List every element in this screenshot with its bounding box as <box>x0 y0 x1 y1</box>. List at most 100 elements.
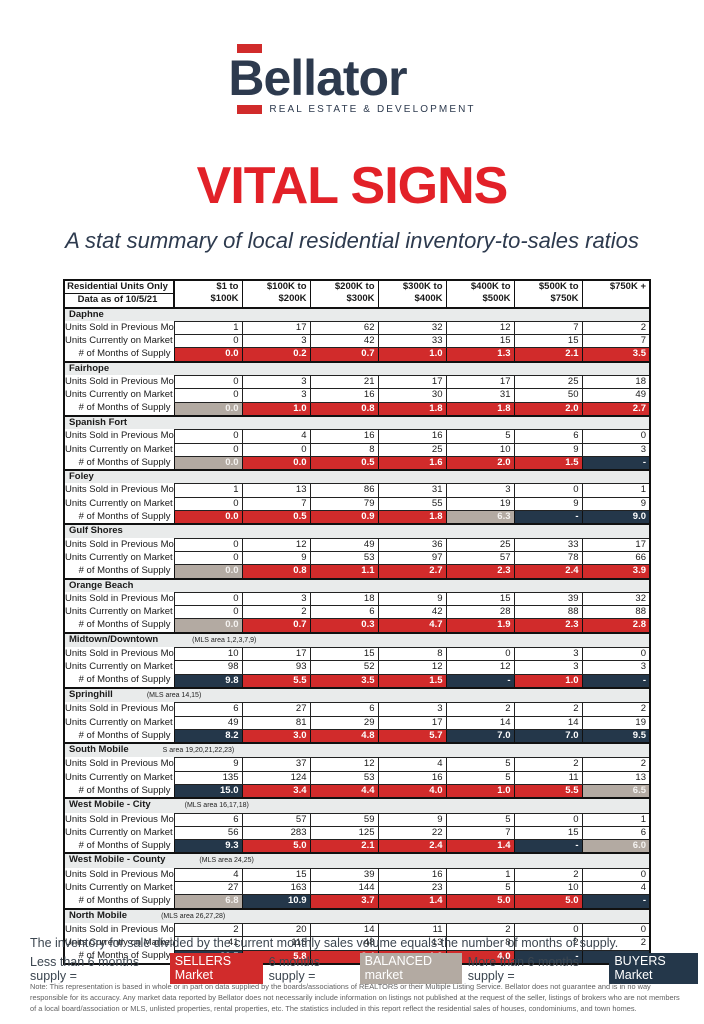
sold-cell: 62 <box>309 320 379 336</box>
supply-row-label: # of Months of Supply <box>63 564 174 579</box>
price-range-line2: $400K <box>414 293 443 305</box>
supply-cell: 2.8 <box>581 618 651 634</box>
market-cell: 125 <box>309 825 379 841</box>
region-name: Daphne <box>69 308 104 320</box>
sold-cell: 10 <box>173 647 243 662</box>
supply-cell: 6.8 <box>173 894 243 910</box>
sold-cell: 25 <box>445 537 515 552</box>
supply-cell: 1.0 <box>241 401 311 417</box>
supply-cell: 5.0 <box>445 894 515 910</box>
region-header-cell: Daphne <box>63 306 651 322</box>
supply-cell: 2.3 <box>513 618 583 634</box>
supply-cell: 10.9 <box>241 894 311 910</box>
west-mobile-county-sold-row: Units Sold in Previous Month4153916120 <box>63 867 651 883</box>
region-header-cell: Orange Beach <box>63 577 651 593</box>
daphne-sold-row: Units Sold in Previous Month11762321272 <box>63 320 651 336</box>
region-row-fairhope: Fairhope <box>63 360 651 376</box>
market-cell: 42 <box>377 605 447 620</box>
market-cell: 6 <box>581 825 651 841</box>
sold-cell: 16 <box>309 429 379 444</box>
price-range-line1: $100K to <box>266 281 307 292</box>
sold-cell: 9 <box>173 757 243 772</box>
supply-cell: 1.1 <box>309 564 379 580</box>
supply-cell: 3.5 <box>581 347 651 363</box>
sold-cell: 1 <box>173 320 243 336</box>
supply-row-label: # of Months of Supply <box>63 674 174 688</box>
orange-beach-supply-row: # of Months of Supply 0.0 0.7 0.3 4.7 1.9 2.3 2… <box>63 618 651 634</box>
sold-cell: 59 <box>309 812 379 827</box>
supply-cell: 3.7 <box>309 894 379 910</box>
sold-cell: 17 <box>445 375 515 390</box>
sold-cell: 15 <box>445 591 515 607</box>
market-cell: 12 <box>445 660 515 675</box>
market-cell: 19 <box>445 496 515 512</box>
orange-beach-market-row: Units Currently on Market 0 2 6 42 28 88 88 <box>63 605 651 620</box>
sold-cell: 14 <box>309 922 379 938</box>
market-cell: 8 <box>309 442 379 457</box>
supply-cell: 15.0 <box>173 783 243 799</box>
sold-cell: 27 <box>241 702 311 717</box>
market-cell: 19 <box>581 715 651 730</box>
region-name: Foley <box>69 471 94 483</box>
market-cell: 10 <box>513 881 583 896</box>
market-cell: 57 <box>445 550 515 566</box>
market-cell: 0 <box>173 550 243 566</box>
sold-cell: 49 <box>309 537 379 552</box>
market-legend: Less than 6 months supply = SELLERS Marke… <box>30 953 704 984</box>
west-mobile-county-market-row: Units Currently on Market 27 163 144 23 5 10 4 <box>63 881 651 896</box>
supply-cell: 2.0 <box>445 455 515 471</box>
market-cell: 3 <box>241 334 311 349</box>
daphne-supply-row: # of Months of Supply 0.0 0.2 0.7 1.0 1.3 2.1 3… <box>63 347 651 363</box>
region-row-foley: Foley <box>63 469 651 484</box>
sold-cell: 5 <box>445 757 515 772</box>
supply-cell: 3.4 <box>241 783 311 799</box>
supply-cell: 0.0 <box>173 564 243 580</box>
market-cell: 6 <box>309 605 379 620</box>
sold-cell: 6 <box>513 429 583 444</box>
market-cell: 66 <box>581 550 651 566</box>
market-row-label: Units Currently on Market <box>63 716 174 730</box>
market-cell: 3 <box>513 660 583 675</box>
supply-cell: 0.0 <box>173 618 243 634</box>
sold-cell: 2 <box>581 702 651 717</box>
south-mobile-sold-row: Units Sold in Previous Month937124522 <box>63 757 651 772</box>
price-range-line2: $750K <box>550 293 579 305</box>
sold-cell: 3 <box>513 647 583 662</box>
west-mobile-city-sold-row: Units Sold in Previous Month657599501 <box>63 812 651 827</box>
market-cell: 97 <box>377 550 447 566</box>
market-cell: 0 <box>173 496 243 512</box>
supply-cell: 0.7 <box>309 347 379 363</box>
region-header-cell: Spanish Fort <box>63 414 651 430</box>
sold-cell: 2 <box>581 320 651 336</box>
legend-badge-dark: BUYERS Market <box>609 953 698 984</box>
sold-cell: 0 <box>581 647 651 662</box>
table-corner-date: Data as of 10/5/21 <box>63 293 175 309</box>
supply-cell: 2.7 <box>377 564 447 580</box>
market-row-label: Units Currently on Market <box>63 334 174 348</box>
sold-cell: 2 <box>173 922 243 938</box>
market-cell: 49 <box>173 715 243 730</box>
supply-row-label: # of Months of Supply <box>63 950 174 965</box>
supply-cell: 0.3 <box>309 618 379 634</box>
price-range-line1: $300K to <box>402 281 443 292</box>
market-cell: 3 <box>581 660 651 675</box>
market-cell: 25 <box>377 442 447 457</box>
sold-cell: 1 <box>581 812 651 827</box>
springhill-market-row: Units Currently on Market 49 81 29 17 14 14 19 <box>63 715 651 730</box>
sold-cell: 57 <box>241 812 311 827</box>
supply-cell: 5.5 <box>513 783 583 799</box>
south-mobile-market-row: Units Currently on Market 135 124 53 16 5 11 13 <box>63 770 651 785</box>
sold-cell: 0 <box>445 647 515 662</box>
supply-cell: 0.0 <box>173 401 243 417</box>
legend-text: 6 months supply = <box>268 954 320 983</box>
market-cell: 55 <box>377 496 447 512</box>
market-cell: 10 <box>445 442 515 457</box>
supply-cell: 3.9 <box>581 564 651 580</box>
region-name: Fairhope <box>69 362 110 374</box>
sold-cell: 0 <box>581 922 651 938</box>
market-cell: 4 <box>581 881 651 896</box>
market-cell: 135 <box>173 770 243 785</box>
foley-supply-row: # of Months of Supply 0.0 0.5 0.9 1.8 6.3-9.0 <box>63 510 651 525</box>
supply-cell: 0.0 <box>241 455 311 471</box>
